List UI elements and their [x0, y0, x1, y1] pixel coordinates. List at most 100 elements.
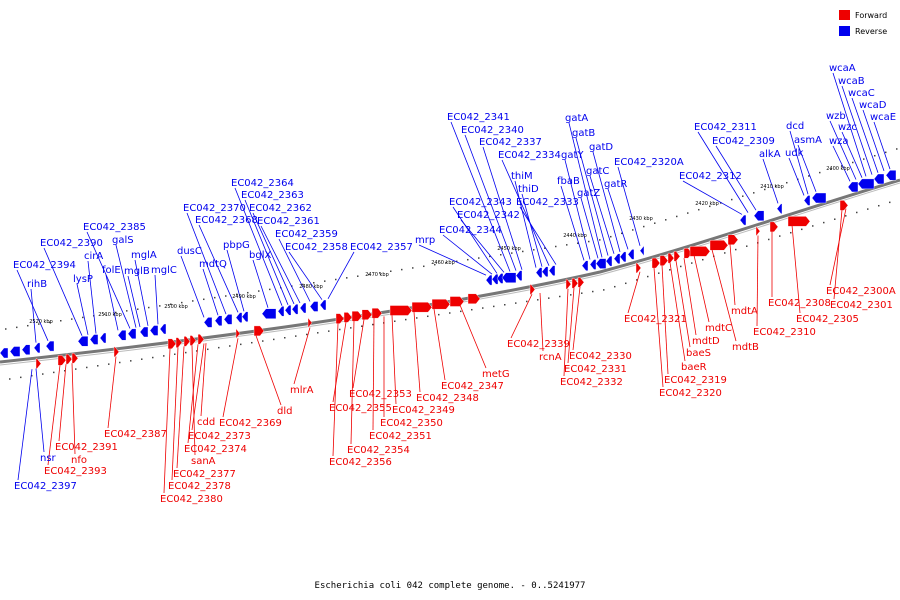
- leader-line: [327, 251, 355, 299]
- tick-mark: [735, 248, 737, 251]
- forward-gene-block: [787, 216, 811, 227]
- tick-mark: [478, 257, 480, 259]
- gene-label-ec042_2310: EC042_2310: [753, 327, 816, 338]
- tick-mark: [214, 296, 216, 299]
- leader-line: [226, 249, 245, 312]
- tick-mark: [427, 315, 429, 318]
- leader-line: [829, 120, 857, 180]
- tick-mark: [731, 198, 733, 201]
- leader-line: [675, 260, 691, 348]
- tick-mark: [394, 320, 396, 322]
- gene-label-pbpg: pbpG: [223, 240, 250, 251]
- forward-gene-block: [71, 353, 79, 364]
- tick-mark: [185, 351, 187, 354]
- leader-line: [71, 363, 76, 455]
- forward-gene-block: [35, 358, 42, 369]
- scale-label: 2430 kbp: [629, 216, 653, 222]
- gene-label-ec042_2377: EC042_2377: [173, 469, 236, 480]
- gene-label-wcad: wcaD: [859, 100, 887, 111]
- tick-mark: [258, 290, 260, 292]
- reverse-gene-block: [885, 170, 897, 181]
- gene-label-asma: asmA: [794, 135, 822, 146]
- tick-mark: [148, 306, 150, 309]
- leader-line: [729, 244, 736, 306]
- gene-label-ec042_2311: EC042_2311: [694, 122, 757, 133]
- tick-mark: [852, 161, 854, 164]
- leader-line: [756, 235, 759, 327]
- tick-mark: [819, 171, 821, 174]
- gene-label-gatb: gatB: [572, 128, 595, 139]
- tick-mark: [361, 325, 363, 327]
- tick-mark: [170, 303, 172, 305]
- tick-mark: [665, 219, 667, 221]
- legend-reverse-swatch: [839, 26, 850, 36]
- tick-mark: [82, 316, 84, 319]
- tick-mark: [515, 302, 517, 304]
- tick-mark: [779, 235, 781, 237]
- tick-mark: [874, 154, 876, 157]
- forward-gene-block: [335, 313, 345, 324]
- leader-line: [510, 294, 533, 339]
- reverse-gene-block: [753, 210, 765, 221]
- gene-label-mglb: mglB: [124, 266, 150, 277]
- gene-label-ec042_2320: EC042_2320: [659, 388, 722, 399]
- tick-mark: [423, 265, 425, 268]
- reverse-gene-block: [89, 334, 99, 345]
- forward-gene-block: [769, 221, 779, 233]
- tick-mark: [537, 299, 539, 301]
- gene-label-ec042_2343: EC042_2343: [449, 197, 512, 208]
- reverse-gene-block: [619, 251, 627, 263]
- tick-mark: [269, 288, 271, 291]
- tick-mark: [460, 310, 462, 313]
- gene-label-ec042_2368: EC042_2368: [195, 215, 258, 226]
- tick-mark: [768, 238, 770, 241]
- reverse-gene-block: [811, 192, 827, 204]
- leader-line: [293, 327, 311, 385]
- gene-label-gals: galS: [112, 235, 134, 246]
- leader-line: [589, 175, 615, 254]
- reverse-gene-block: [501, 272, 517, 283]
- gene-label-cira: cirA: [84, 251, 103, 262]
- leader-line: [332, 322, 347, 403]
- leader-line: [202, 268, 219, 316]
- leader-line: [862, 109, 885, 172]
- gene-label-ec042_2364: EC042_2364: [231, 178, 294, 189]
- gene-label-ec042_2363: EC042_2363: [241, 190, 304, 201]
- tick-mark: [137, 308, 139, 310]
- tick-mark: [31, 374, 33, 377]
- tick-mark: [867, 208, 869, 210]
- tick-mark: [834, 218, 836, 220]
- leader-line: [107, 356, 117, 429]
- tick-mark: [225, 295, 227, 297]
- gene-label-ec042_2390: EC042_2390: [40, 238, 103, 249]
- tick-mark: [845, 215, 847, 217]
- tick-mark: [599, 239, 601, 241]
- tick-mark: [438, 313, 440, 316]
- leader-line: [797, 144, 817, 192]
- gene-label-gatz: gatZ: [577, 188, 600, 199]
- gene-label-dld: dld: [277, 406, 292, 417]
- gene-label-fole: folE: [102, 265, 121, 276]
- tick-mark: [812, 225, 814, 227]
- tick-mark: [647, 275, 649, 278]
- gene-blocks: [0, 170, 897, 369]
- leader-line: [255, 335, 282, 406]
- leader-line: [661, 264, 669, 375]
- gene-label-ec042_2347: EC042_2347: [441, 381, 504, 392]
- gene-label-gaty: gatY: [561, 150, 584, 161]
- forward-gene-block: [577, 277, 585, 288]
- leader-line: [234, 187, 283, 306]
- leader-line: [278, 238, 311, 302]
- tick-mark: [86, 366, 88, 369]
- tick-mark: [555, 245, 557, 248]
- tick-mark: [702, 258, 704, 261]
- tick-mark: [548, 297, 550, 299]
- gene-label-dusc: dusC: [177, 246, 202, 257]
- reverse-gene-block: [99, 332, 107, 344]
- scale-label: 2510 kbp: [98, 312, 122, 318]
- leader-line: [715, 145, 757, 211]
- tick-mark: [830, 168, 832, 170]
- gene-label-mdtd: mdtD: [692, 336, 720, 347]
- tick-mark: [152, 356, 154, 359]
- gene-label-ec042_2319: EC042_2319: [664, 375, 727, 386]
